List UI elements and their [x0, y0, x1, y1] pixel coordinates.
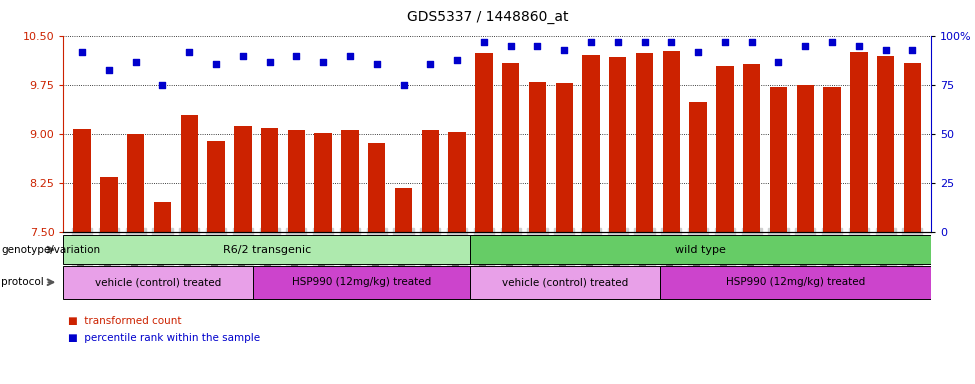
Text: genotype/variation: genotype/variation — [1, 245, 100, 255]
Bar — [448, 132, 466, 232]
Point — [101, 67, 117, 73]
Bar — [288, 131, 305, 232]
Bar — [261, 128, 278, 232]
Point — [262, 59, 278, 65]
Point — [315, 59, 331, 65]
Point — [664, 39, 680, 45]
Bar — [63, 235, 470, 264]
Bar — [63, 266, 254, 299]
Bar — [368, 143, 385, 232]
Bar — [582, 55, 600, 232]
Bar — [127, 134, 144, 232]
Text: HSP990 (12mg/kg) treated: HSP990 (12mg/kg) treated — [726, 277, 865, 287]
Bar — [689, 102, 707, 232]
Point — [422, 61, 438, 67]
Point — [155, 83, 171, 89]
Point — [128, 59, 143, 65]
Text: ■  percentile rank within the sample: ■ percentile rank within the sample — [68, 333, 260, 343]
Point — [717, 39, 732, 45]
Bar — [180, 115, 198, 232]
Point — [209, 61, 224, 67]
Bar — [470, 266, 660, 299]
Bar — [254, 266, 470, 299]
Point — [798, 43, 813, 50]
Point — [744, 39, 760, 45]
Bar — [234, 126, 252, 232]
Bar — [636, 53, 653, 232]
Bar — [528, 82, 546, 232]
Bar — [475, 53, 492, 232]
Bar — [470, 235, 931, 264]
Point — [529, 43, 545, 50]
Bar — [663, 51, 680, 232]
Bar — [556, 83, 573, 232]
Point — [637, 39, 652, 45]
Bar — [904, 63, 921, 232]
Text: GDS5337 / 1448860_at: GDS5337 / 1448860_at — [407, 10, 568, 23]
Bar — [315, 133, 332, 232]
Bar — [154, 202, 172, 232]
Bar — [743, 64, 761, 232]
Text: protocol: protocol — [1, 277, 44, 287]
Point — [824, 39, 839, 45]
Text: wild type: wild type — [676, 245, 726, 255]
Text: ■  transformed count: ■ transformed count — [68, 316, 181, 326]
Bar — [395, 188, 412, 232]
Point — [851, 43, 867, 50]
Point — [770, 59, 786, 65]
Text: HSP990 (12mg/kg) treated: HSP990 (12mg/kg) treated — [292, 277, 431, 287]
Point — [235, 53, 251, 59]
Point — [690, 49, 706, 55]
Bar — [100, 177, 118, 232]
Bar — [769, 88, 787, 232]
Point — [557, 47, 572, 53]
Bar — [208, 141, 225, 232]
Point — [449, 57, 465, 63]
Bar — [73, 129, 91, 232]
Bar — [797, 86, 814, 232]
Bar — [877, 56, 894, 232]
Point — [583, 39, 599, 45]
Point — [503, 43, 519, 50]
Bar — [717, 66, 733, 232]
Bar — [341, 130, 359, 232]
Bar — [502, 63, 520, 232]
Bar — [850, 52, 868, 232]
Bar — [823, 87, 840, 232]
Text: R6/2 transgenic: R6/2 transgenic — [222, 245, 311, 255]
Point — [905, 47, 920, 53]
Point — [74, 49, 90, 55]
Point — [342, 53, 358, 59]
Point — [878, 47, 893, 53]
Point — [476, 39, 491, 45]
Point — [181, 49, 197, 55]
Point — [610, 39, 626, 45]
Point — [369, 61, 384, 67]
Bar — [609, 57, 627, 232]
Bar — [660, 266, 931, 299]
Text: vehicle (control) treated: vehicle (control) treated — [502, 277, 628, 287]
Point — [289, 53, 304, 59]
Point — [396, 83, 411, 89]
Bar — [421, 131, 439, 232]
Text: vehicle (control) treated: vehicle (control) treated — [96, 277, 221, 287]
